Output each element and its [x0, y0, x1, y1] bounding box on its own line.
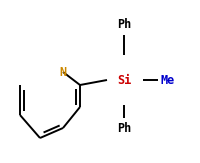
Text: Si: Si — [116, 74, 130, 87]
Text: Ph: Ph — [116, 121, 130, 134]
Text: Ph: Ph — [116, 18, 130, 31]
Text: N: N — [59, 66, 66, 79]
Text: Me: Me — [160, 74, 174, 87]
